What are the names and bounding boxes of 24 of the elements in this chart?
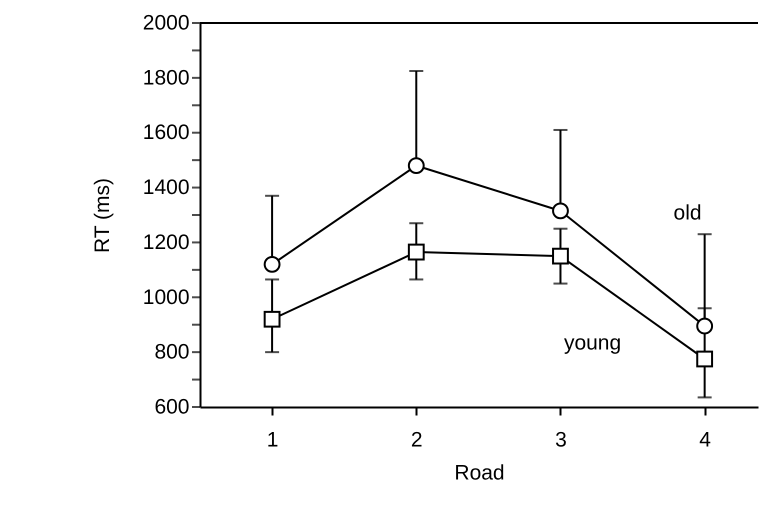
- series-label: young: [564, 332, 622, 355]
- y-tick-label: 800: [154, 340, 190, 364]
- y-axis-title: RT (ms): [90, 178, 114, 254]
- x-tick-label: 3: [555, 428, 567, 452]
- y-tick-label: 1600: [142, 121, 190, 144]
- point: [696, 318, 714, 334]
- point: [552, 248, 569, 265]
- point: [408, 157, 425, 174]
- x-tick-label: 2: [410, 428, 423, 452]
- y-tick-label: 1800: [142, 66, 190, 90]
- point: [264, 256, 281, 273]
- y-tick-label: 1400: [142, 176, 190, 200]
- x-tick-label: 1: [266, 428, 278, 452]
- y-tick-label: 2000: [142, 12, 190, 34]
- x-tick-label: 4: [699, 428, 712, 452]
- y-tick-label: 600: [154, 396, 190, 418]
- point: [408, 244, 425, 260]
- x-axis-title: Road: [454, 462, 505, 484]
- point: [552, 202, 569, 220]
- text: old: [674, 201, 702, 224]
- y-tick-label: 1000: [142, 286, 190, 309]
- y-tick-label: 1200: [142, 230, 190, 254]
- point: [696, 350, 714, 368]
- point: [264, 310, 281, 328]
